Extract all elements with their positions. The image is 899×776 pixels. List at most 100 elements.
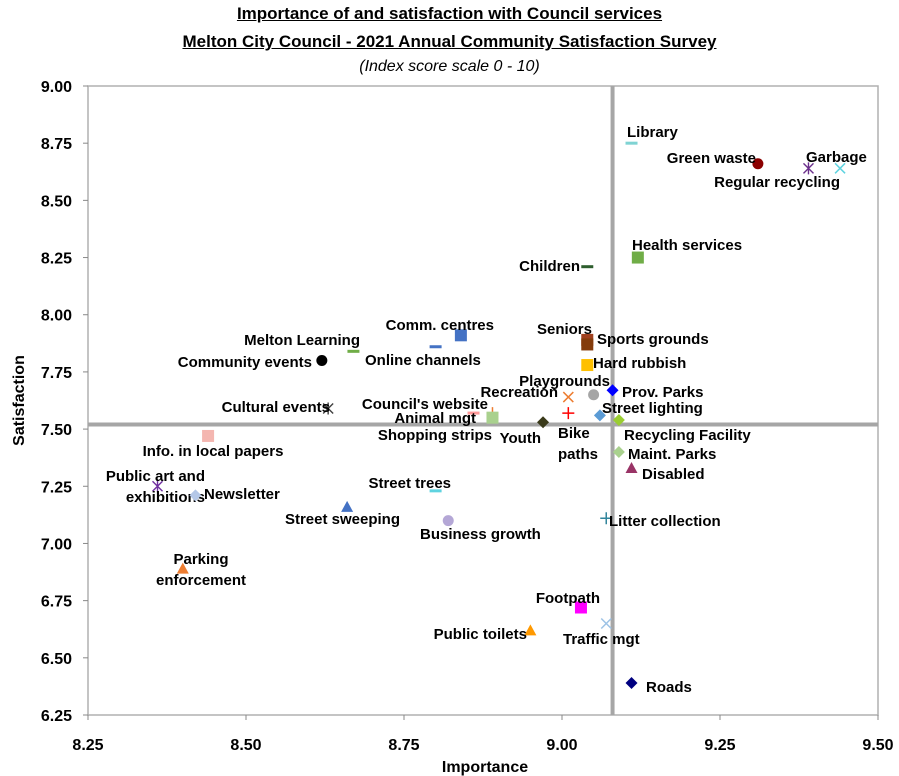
point-label: Community events — [178, 354, 312, 371]
point-label: Melton Learning — [244, 332, 360, 349]
point-label: Info. in local papers — [143, 443, 284, 460]
point-label: Green waste — [667, 150, 756, 167]
point-melton-learning — [347, 349, 360, 353]
y-tick-label: 9.00 — [41, 79, 72, 96]
point-footpath — [574, 601, 587, 614]
point-roads — [625, 676, 638, 689]
point-label: Bike paths — [558, 425, 598, 463]
point-label-line: Street sweeping — [285, 511, 400, 528]
x-tick-label: 8.50 — [230, 737, 261, 754]
chart-title-line1: Importance of and satisfaction with Coun… — [236, 4, 663, 23]
point-label: Street trees — [368, 475, 451, 492]
point-label-line: Health services — [632, 237, 742, 254]
point-animal-mgt — [467, 411, 480, 415]
point-label-line: Disabled — [642, 466, 705, 483]
point-youth — [537, 416, 550, 429]
point-label: Regular recycling — [714, 174, 840, 191]
point-label-line: Sports grounds — [597, 331, 709, 348]
point-library — [625, 141, 638, 145]
point-label: Seniors — [537, 321, 592, 338]
point-label-line: Roads — [646, 679, 692, 696]
y-axis-title: Satisfaction — [11, 355, 28, 446]
y-tick-label: 8.00 — [41, 308, 72, 325]
point-label-line: Street trees — [368, 475, 451, 492]
point-street-sweeping — [341, 500, 354, 512]
point-label-line: Youth — [500, 430, 541, 447]
point-label: Cultural events — [222, 399, 330, 416]
point-label-line: Litter collection — [609, 513, 721, 530]
point-litter-collection — [600, 512, 613, 525]
point-label-line: Recreation — [480, 384, 558, 401]
point-label-line: Community events — [178, 354, 312, 371]
point-recycling-facility — [612, 413, 625, 426]
point-label-line: Garbage — [806, 149, 867, 166]
point-label: Comm. centres — [386, 317, 494, 334]
point-label: Garbage — [806, 149, 867, 166]
point-bike-paths — [562, 407, 575, 420]
y-tick-label: 7.50 — [41, 422, 72, 439]
y-tick-label: 7.75 — [41, 365, 72, 382]
point-label-line: Bike — [558, 425, 590, 442]
point-label: Recreation — [480, 384, 558, 401]
y-tick-label: 7.25 — [41, 479, 72, 496]
point-sports-grounds — [581, 338, 594, 351]
point-label-line: Children — [519, 258, 580, 275]
point-green-waste — [752, 158, 764, 170]
point-recreation — [562, 391, 574, 403]
point-label: Street lighting — [602, 400, 703, 417]
point-label-line: Prov. Parks — [622, 384, 703, 401]
y-tick-label: 6.75 — [41, 594, 72, 611]
point-label: Public art and exhibitions — [106, 468, 205, 506]
y-tick-label: 8.25 — [41, 251, 72, 268]
point-label-line: Public toilets — [434, 626, 527, 643]
x-tick-label: 9.50 — [862, 737, 893, 754]
point-public-toilets — [524, 624, 537, 636]
point-label-line: Animal mgt — [394, 410, 476, 427]
y-tick-label: 8.50 — [41, 193, 72, 210]
point-label-line: Cultural events — [222, 399, 330, 416]
point-street-lighting — [593, 409, 606, 422]
point-label-line: Seniors — [537, 321, 592, 338]
point-label-line: Regular recycling — [714, 174, 840, 191]
point-children — [581, 265, 594, 269]
point-label-line: Newsletter — [204, 486, 280, 503]
point-health-services — [631, 251, 644, 264]
point-comm-centres — [454, 329, 467, 342]
point-label: Maint. Parks — [628, 446, 716, 463]
point-online-channels — [429, 345, 442, 349]
x-tick-label: 8.25 — [72, 737, 103, 754]
x-tick-label: 9.25 — [704, 737, 735, 754]
y-tick-label: 6.25 — [41, 708, 72, 725]
point-label: Shopping strips — [378, 427, 492, 444]
x-axis-title: Importance — [442, 759, 528, 776]
point-label: Animal mgt — [394, 410, 476, 427]
x-tick-label: 8.75 — [388, 737, 419, 754]
y-tick-label: 7.00 — [41, 536, 72, 553]
point-label: Street sweeping — [285, 511, 400, 528]
point-label-line: Shopping strips — [378, 427, 492, 444]
point-parking-enforcement — [176, 562, 189, 574]
point-label-line: Hard rubbish — [593, 355, 686, 372]
point-garbage — [834, 162, 846, 174]
point-label: Public toilets — [434, 626, 527, 643]
point-street-trees — [429, 489, 442, 493]
point-maint-parks — [612, 445, 625, 458]
point-info-in-local-papers — [202, 429, 215, 442]
point-label: Recycling Facility — [624, 427, 751, 444]
point-shopping-strips — [486, 411, 499, 424]
point-label: Litter collection — [609, 513, 721, 530]
point-label-line: Library — [627, 124, 679, 141]
point-label: Business growth — [420, 526, 541, 543]
point-public-art-and-exhibitions — [152, 480, 164, 493]
chart-subtitle: (Index score scale 0 - 10) — [359, 58, 540, 75]
chart-title-line2: Melton City Council - 2021 Annual Commun… — [182, 32, 717, 51]
point-label: Playgrounds — [519, 373, 610, 390]
point-label-line: enforcement — [156, 572, 246, 589]
point-label-line: Business growth — [420, 526, 541, 543]
point-label-line: Recycling Facility — [624, 427, 751, 444]
x-tick-label: 9.00 — [546, 737, 577, 754]
point-label: Traffic mgt — [563, 631, 640, 648]
point-label-line: Footpath — [536, 590, 600, 607]
point-label-line: Council's website — [362, 396, 488, 413]
